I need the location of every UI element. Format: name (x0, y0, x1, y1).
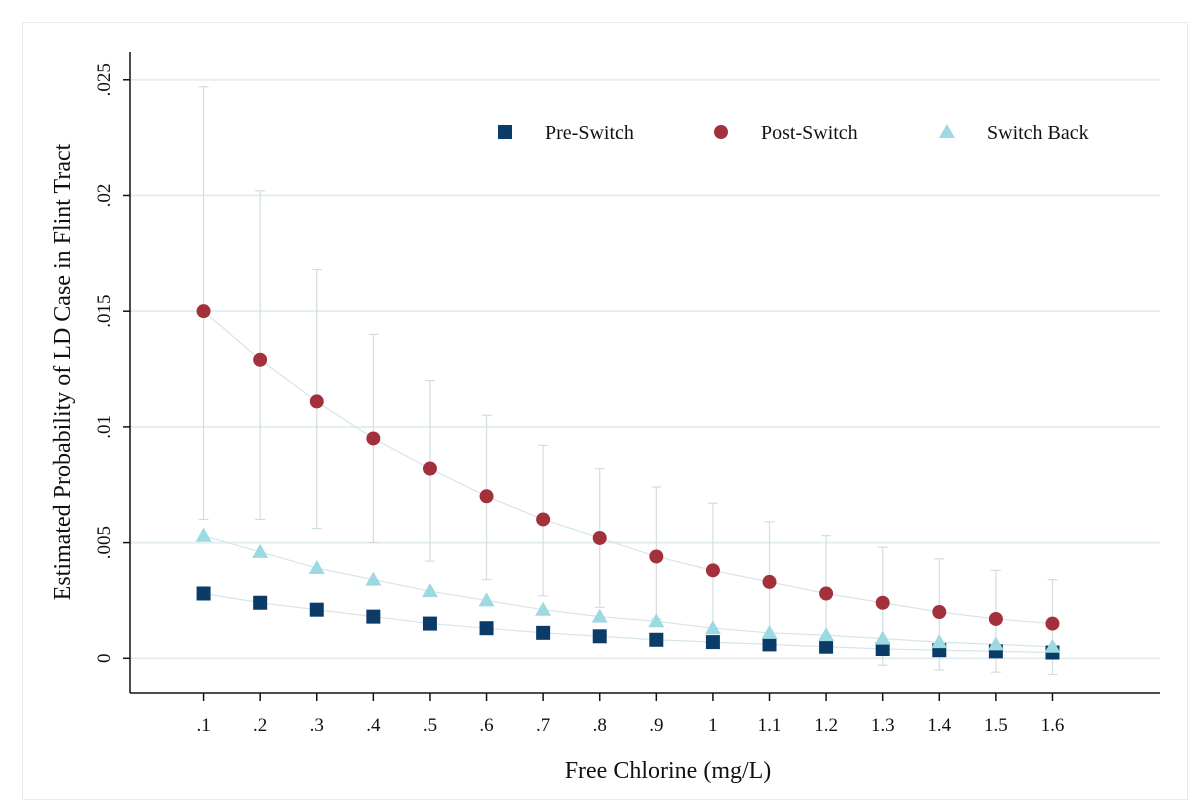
x-tick-label: .2 (253, 715, 267, 736)
pre-switchpoint (819, 639, 834, 654)
pre-switchpoint (309, 602, 324, 617)
post-switchpoint (762, 574, 777, 589)
gridlines (130, 78, 1160, 660)
legend-item: Switch Back (939, 122, 1089, 144)
pre-switchpoint (196, 586, 211, 601)
x-tick-label: .7 (536, 715, 550, 736)
legend-item: Pre-Switch (498, 122, 634, 144)
switch-backpoint (1044, 638, 1061, 653)
post-switchpoint (649, 549, 664, 564)
legend-label: Post-Switch (761, 122, 858, 144)
x-tick-label: .6 (479, 715, 493, 736)
x-tick-label: 1.6 (1041, 715, 1065, 736)
legend-label: Switch Back (987, 122, 1089, 144)
data-markers (195, 304, 1061, 660)
switch-backpoint (704, 620, 721, 635)
x-tick-label: 1.5 (984, 715, 1008, 736)
x-tick-label: .4 (366, 715, 381, 736)
switch-backpoint (648, 613, 665, 628)
legend-marker (939, 124, 955, 138)
y-tick-label: 0 (94, 654, 115, 664)
x-tick-label: 1.2 (814, 715, 838, 736)
x-tick-label: .1 (196, 715, 210, 736)
pre-switchpoint (479, 621, 494, 636)
pre-switchpoint (875, 642, 890, 657)
switch-backpoint (987, 636, 1004, 651)
pre-switchpoint (649, 632, 664, 647)
pre-switchpoint (253, 595, 268, 610)
switch-backpoint (308, 560, 325, 575)
fit-lines (203, 310, 1053, 654)
post-switchpoint (819, 586, 834, 601)
post-switchpoint (196, 304, 211, 319)
post-switchpoint (479, 489, 494, 504)
x-tick-label: .5 (423, 715, 437, 736)
post-switchpoint (1045, 616, 1060, 631)
chart-frame (22, 22, 1188, 800)
switch-backpoint (761, 624, 778, 639)
confidence-intervals (198, 86, 1058, 676)
x-tick-label: 1.1 (758, 715, 782, 736)
fit-line (203, 535, 1053, 648)
switch-backpoint (478, 592, 495, 607)
post-switchpoint (366, 431, 381, 446)
x-tick-label: 1 (708, 715, 718, 736)
x-axis-title: Free Chlorine (mg/L) (565, 758, 772, 784)
fit-line (203, 310, 1053, 625)
post-switchpoint (988, 611, 1003, 626)
y-tick-label: .025 (94, 63, 115, 96)
post-switchpoint (309, 394, 324, 409)
x-tick-label: 1.3 (871, 715, 895, 736)
switch-backpoint (195, 527, 212, 542)
switch-backpoint (874, 630, 891, 645)
y-axis-title: Estimated Probability of LD Case in Flin… (50, 143, 76, 600)
post-switchpoint (253, 352, 268, 367)
switch-backpoint (931, 634, 948, 649)
switch-backpoint (421, 583, 438, 598)
y-tick-label: .01 (94, 415, 115, 439)
post-switchpoint (705, 563, 720, 578)
switch-backpoint (818, 627, 835, 642)
post-switchpoint (592, 530, 607, 545)
legend-marker (498, 125, 512, 139)
legend: Pre-Switch Post-Switch Switch Back (498, 122, 1089, 144)
pre-switchpoint (762, 637, 777, 652)
switch-backpoint (252, 543, 269, 558)
x-tick-label: .9 (649, 715, 663, 736)
switch-backpoint (591, 608, 608, 623)
legend-marker (714, 125, 728, 139)
y-tick-label: .015 (94, 295, 115, 328)
legend-item: Post-Switch (714, 122, 858, 144)
post-switchpoint (932, 605, 947, 620)
pre-switchpoint (366, 609, 381, 624)
post-switchpoint (536, 512, 551, 527)
switch-backpoint (535, 601, 552, 616)
pre-switchpoint (592, 629, 607, 644)
y-tick-label: .005 (94, 526, 115, 559)
y-tick-label: .02 (94, 184, 115, 208)
pre-switchpoint (536, 625, 551, 640)
legend-label: Pre-Switch (545, 122, 634, 144)
axes: 0 .005 .01 .015 .02 .025 .1 .2 .3 .4 .5 .6 .7 .8 .9 1 1.… (94, 52, 1160, 736)
post-switchpoint (422, 461, 437, 476)
fit-line (203, 592, 1053, 654)
switch-backpoint (365, 571, 382, 586)
x-tick-label: .3 (310, 715, 324, 736)
x-tick-label: 1.4 (927, 715, 951, 736)
x-tick-label: .8 (593, 715, 607, 736)
post-switchpoint (875, 595, 890, 610)
pre-switchpoint (422, 616, 437, 631)
pre-switchpoint (705, 635, 720, 650)
